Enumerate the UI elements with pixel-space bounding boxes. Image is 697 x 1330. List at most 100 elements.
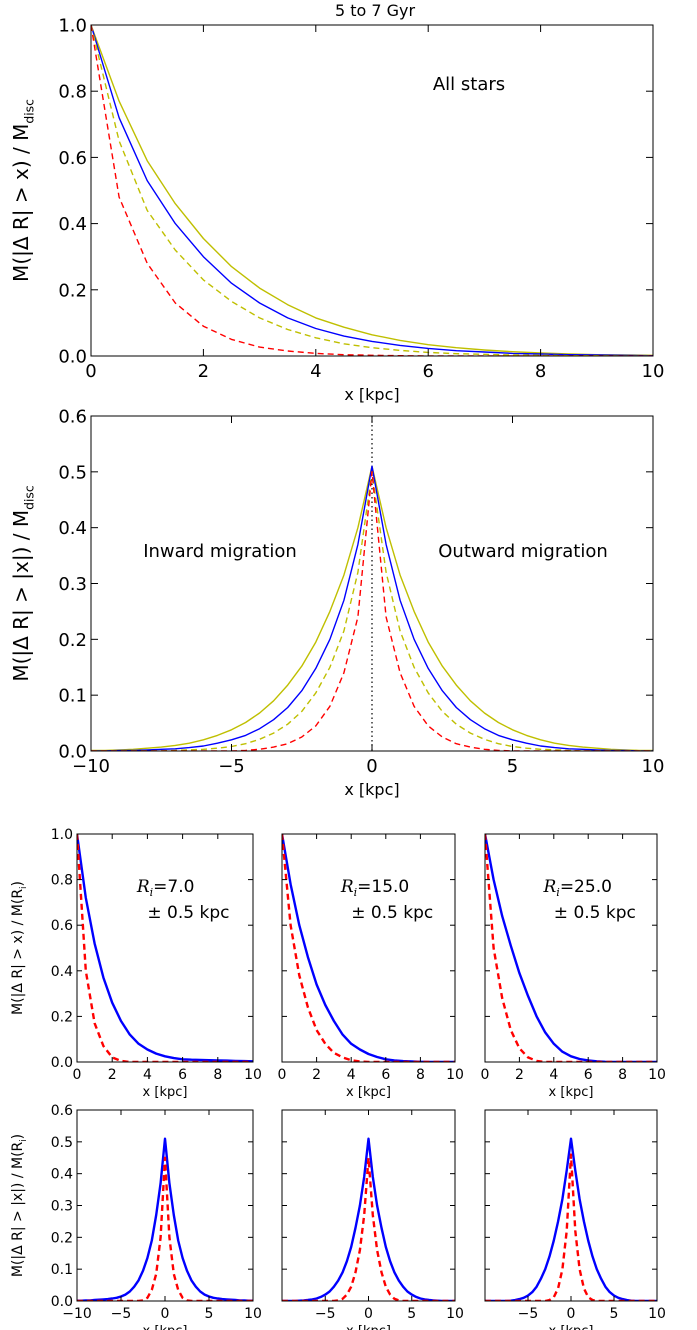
x-axis-label: x [kpc] <box>346 1324 391 1330</box>
x-tick-label: 10 <box>446 1306 464 1322</box>
x-tick-label: −5 <box>218 756 245 777</box>
x-axis-label: x [kpc] <box>143 1085 188 1100</box>
ri-value: =7.0 <box>153 877 194 897</box>
x-tick-label: 2 <box>312 1067 321 1083</box>
annotation-all-stars: All stars <box>433 74 505 95</box>
y-tick-label: 0.5 <box>51 1135 73 1151</box>
y-tick-label: 0.5 <box>58 462 87 483</box>
ri-symbol: R <box>136 877 150 897</box>
series-line-blue-solid <box>485 834 657 1062</box>
x-tick-label: 5 <box>507 756 518 777</box>
ri-value: =25.0 <box>560 877 612 897</box>
plot-frame <box>484 833 658 1063</box>
y-tick-label: 0.4 <box>51 964 73 980</box>
ri-subscript: i <box>150 886 154 899</box>
x-tick-label: 10 <box>244 1306 262 1322</box>
chart-panel-1: 0 2 4 6 8 10 0.0 0.2 0.4 0.6 0.8 1.0 x [kpc] M(|Δ R| … <box>9 15 664 404</box>
x-axis-label: x [kpc] <box>549 1324 594 1330</box>
y-tick-label: 0.6 <box>58 406 87 427</box>
series-group <box>485 1137 657 1301</box>
y-axis-label-main: M(|Δ R| > |x|) / M <box>9 510 33 682</box>
x-tick-label: −10 <box>62 1306 92 1322</box>
series-group <box>485 834 657 1062</box>
y-tick-label: 0.3 <box>51 1199 73 1215</box>
y-axis-label-sub: i <box>19 887 29 889</box>
x-tick-label: −5 <box>315 1306 336 1322</box>
x-tick-label: 10 <box>642 756 665 777</box>
x-tick-label: 4 <box>549 1067 558 1083</box>
y-tick-label: 1.0 <box>58 15 87 36</box>
plot-frame <box>76 833 254 1063</box>
x-tick-label: 2 <box>198 361 209 382</box>
x-tick-label: 5 <box>407 1306 416 1322</box>
series-line-blue-solid <box>485 1137 657 1301</box>
series-group <box>91 465 653 751</box>
series-group <box>282 834 455 1062</box>
x-axis-label: x [kpc] <box>344 385 399 404</box>
series-line-red-dashed <box>282 1156 455 1301</box>
x-tick-label: 6 <box>584 1067 593 1083</box>
x-axis-label: x [kpc] <box>143 1324 188 1330</box>
x-tick-label: 10 <box>648 1067 666 1083</box>
x-tick-label: 10 <box>648 1306 666 1322</box>
x-tick-label: 0 <box>364 1306 373 1322</box>
y-tick-label: 0.0 <box>58 346 87 367</box>
y-axis-label-sub: disc <box>22 485 37 510</box>
ri-symbol: R <box>340 877 354 897</box>
y-tick-label: 0.0 <box>51 1055 73 1071</box>
series-line-red-dashed <box>77 834 253 1062</box>
series-group <box>91 25 653 356</box>
y-axis-label-main: M(|Δ R| > |x|) / M(R <box>10 1141 26 1277</box>
x-tick-label: 5 <box>205 1306 214 1322</box>
ri-annotation: Ri=7.0 <box>136 877 195 899</box>
y-axis-label-end: ) <box>10 881 26 886</box>
x-axis-label: x [kpc] <box>344 780 399 799</box>
series-line-olive-solid <box>91 465 653 751</box>
chart-panel-2: −10 −5 0 5 10 0.0 0.1 0.2 0.3 0.4 0.5 0.6 x [kpc] M(|… <box>9 406 664 799</box>
x-tick-label: 10 <box>244 1067 262 1083</box>
y-tick-label: 0.2 <box>51 1009 73 1025</box>
ri-symbol: R <box>542 877 556 897</box>
series-line-red-dashed <box>485 1153 657 1301</box>
x-tick-label: 6 <box>178 1067 187 1083</box>
y-axis-label: M(|Δ R| > x) / Mdisc <box>9 99 37 282</box>
y-tick-label: 0.2 <box>51 1230 73 1246</box>
chart-panel-8: −5 0 5 10 x [kpc] <box>484 1109 666 1330</box>
y-axis-label-sub: i <box>19 1139 29 1141</box>
x-tick-label: 0 <box>85 361 96 382</box>
series-line-red-dashed <box>91 25 653 356</box>
series-group <box>77 834 253 1062</box>
x-tick-label: 8 <box>416 1067 425 1083</box>
x-tick-label: −5 <box>111 1306 132 1322</box>
ri-annotation: Ri=15.0 <box>340 877 409 899</box>
y-tick-label: 0.8 <box>51 873 73 889</box>
plot-frame <box>90 24 654 357</box>
figure-title: 5 to 7 Gyr <box>335 1 416 20</box>
plot-frame <box>281 833 456 1063</box>
series-line-red-dashed <box>91 471 653 751</box>
x-tick-label: −5 <box>518 1306 539 1322</box>
y-tick-label: 0.3 <box>58 574 87 595</box>
series-line-red-dashed <box>485 834 657 1062</box>
series-line-blue-solid <box>282 834 455 1062</box>
x-tick-label: 4 <box>310 361 321 382</box>
x-tick-label: 5 <box>610 1306 619 1322</box>
x-tick-label: 4 <box>347 1067 356 1083</box>
y-tick-label: 0.2 <box>58 630 87 651</box>
x-tick-label: 2 <box>108 1067 117 1083</box>
ri-range: ± 0.5 kpc <box>351 903 433 923</box>
x-tick-label: −10 <box>72 756 110 777</box>
y-axis-label: M(|Δ R| > x) / M(Ri) <box>10 881 29 1015</box>
y-tick-label: 0.6 <box>51 918 73 934</box>
x-tick-label: 10 <box>446 1067 464 1083</box>
series-group <box>282 1137 455 1301</box>
series-line-blue-solid <box>282 1137 455 1301</box>
y-tick-label: 1.0 <box>51 827 73 843</box>
series-line-olive-solid <box>91 25 653 356</box>
series-line-blue-solid <box>91 465 653 751</box>
series-line-olive-dashed <box>91 25 653 356</box>
x-tick-label: 4 <box>143 1067 152 1083</box>
x-axis-label: x [kpc] <box>346 1085 391 1100</box>
chart-panel-5: 0 2 4 6 8 10 x [kpc] Ri=25.0 ± 0.5 kpc <box>481 833 666 1100</box>
x-tick-label: 2 <box>515 1067 524 1083</box>
